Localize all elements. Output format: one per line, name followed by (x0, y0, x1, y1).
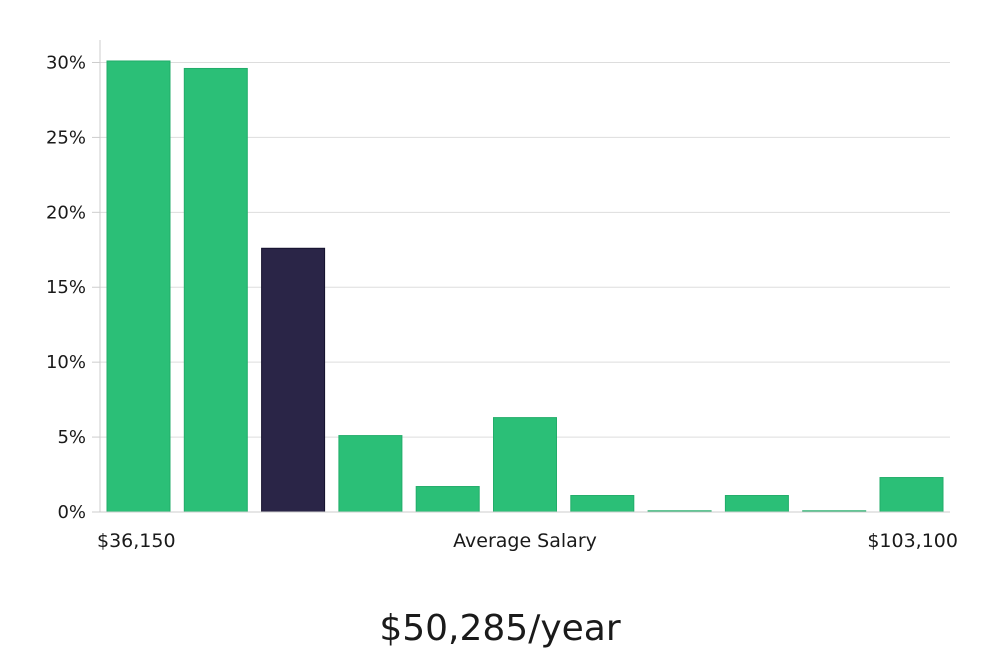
y-tick-label: 20% (46, 202, 86, 223)
bar-highlighted (261, 247, 326, 513)
y-tick-label: 5% (57, 427, 86, 448)
bar (183, 67, 248, 513)
bar (493, 417, 557, 513)
bars (106, 60, 944, 513)
bar (415, 486, 480, 513)
bar (570, 495, 635, 513)
y-axis-ticks: 0% 5% 10% 15% 20% 25% 30% (46, 52, 100, 523)
y-tick-label: 25% (46, 127, 86, 148)
bar (106, 60, 171, 513)
y-tick-label: 10% (46, 352, 86, 373)
y-tick-label: 15% (46, 277, 86, 298)
x-axis-title: Average Salary (453, 530, 597, 552)
average-salary-value: $50,285/year (379, 608, 621, 649)
x-max-label: $103,100 (867, 530, 958, 552)
bar (879, 477, 944, 513)
x-min-label: $36,150 (97, 530, 176, 552)
y-tick-label: 0% (57, 502, 86, 523)
bar (338, 435, 403, 513)
bar (724, 495, 789, 513)
y-tick-label: 30% (46, 52, 86, 73)
